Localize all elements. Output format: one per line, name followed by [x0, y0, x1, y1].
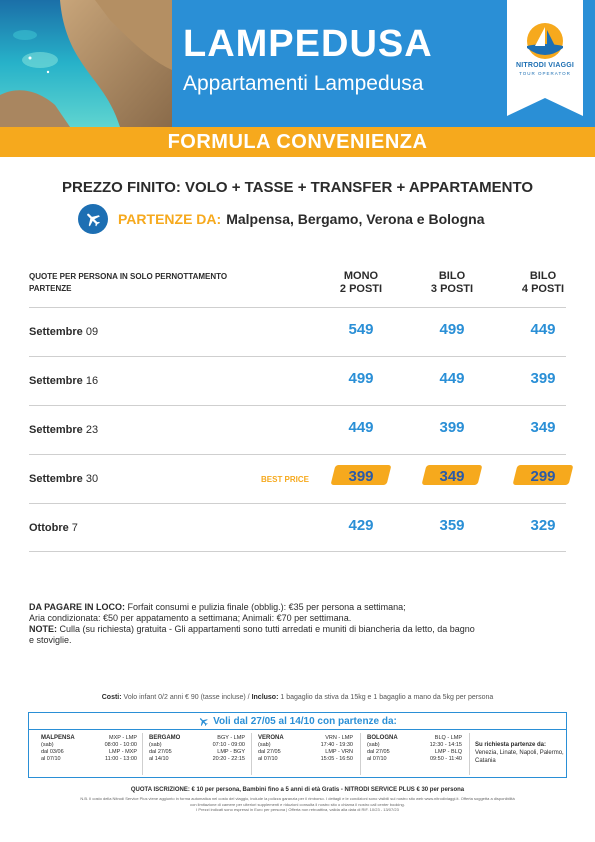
row-date: Settembre 23	[29, 424, 99, 436]
price-bilo-4: 399	[530, 370, 556, 387]
row-date: Settembre 16	[29, 375, 99, 387]
price-mono: 399	[348, 468, 374, 485]
header: LAMPEDUSA Appartamenti Lampedusa NITRODI…	[0, 0, 595, 127]
registration-fee: QUOTA ISCRIZIONE: € 10 per persona, Bamb…	[130, 787, 465, 793]
times-verona: VRN - LMP 17:40 - 19:30 LMP - VRN 15:05 …	[320, 735, 353, 762]
lampedusa-photo	[0, 0, 172, 127]
times-bologna: BLQ - LMP 12:30 - 14:15 LMP - BLQ 09:50 …	[429, 735, 462, 762]
price-bilo-4: 329	[530, 517, 556, 534]
price-mono: 549	[348, 321, 374, 338]
column-header-bilo-3: BILO 3 POSTI	[430, 270, 474, 295]
sailboat-sun-icon	[527, 23, 563, 59]
table-row: Settembre 16 499 449 399	[29, 356, 566, 405]
row-date: Ottobre 7	[29, 522, 78, 534]
table-row: Settembre 23 449 399 349	[29, 405, 566, 454]
airport-bergamo: BERGAMO (sab) dal 27/05 al 14/10	[149, 735, 181, 762]
logo[interactable]: NITRODI VIAGGI TOUR OPERATOR	[507, 0, 583, 116]
costs-line: Costi: Volo infant 0/2 anni € 90 (tasse …	[101, 694, 494, 701]
best-price-label: BEST PRICE	[261, 475, 310, 484]
price-bilo-3: 359	[439, 517, 465, 534]
flights-box: Voli dal 27/05 al 14/10 con partenze da:…	[28, 712, 567, 778]
airport-malpensa: MALPENSA (sab) dal 03/06 al 07/10	[41, 735, 75, 762]
table-row: Settembre 09 549 499 449	[29, 307, 566, 356]
local-fees-notes: DA PAGARE IN LOCO: Forfait consumi e pul…	[29, 602, 475, 645]
column-header-bilo-4: BILO 4 POSTI	[521, 270, 565, 295]
on-request-departures: Su richiesta partenze da: Venezia, Linat…	[475, 742, 564, 764]
flights-header: Voli dal 27/05 al 14/10 con partenze da:	[29, 713, 566, 730]
row-date: Settembre 09	[29, 326, 99, 338]
column-header-mono: MONO 2 POSTI	[339, 270, 383, 295]
airport-bologna: BOLOGNA (sab) dal 27/05 al 07/10	[367, 735, 398, 762]
departures-cities: Malpensa, Bergamo, Verona e Bologna	[226, 211, 485, 227]
price-bilo-3: 349	[439, 468, 465, 485]
flights-title: Voli dal 27/05 al 14/10 con partenze da:	[213, 715, 397, 727]
table-header-label: QUOTE PER PERSONA IN SOLO PERNOTTAMENTO …	[29, 272, 228, 293]
price-bilo-3: 499	[439, 321, 465, 338]
price-mono: 449	[348, 419, 374, 436]
table-row-best-price: Settembre 30 BEST PRICE 399 349 299	[29, 454, 574, 503]
price-mono: 499	[348, 370, 374, 387]
departures: PARTENZE DA: Malpensa, Bergamo, Verona e…	[78, 204, 484, 234]
table-row: Ottobre 7 429 359 329	[29, 503, 566, 552]
logo-name: NITRODI VIAGGI	[515, 62, 575, 69]
offer-banner: FORMULA CONVENIENZA	[0, 127, 595, 157]
price-headline: PREZZO FINITO: VOLO + TASSE + TRANSFER +…	[61, 179, 533, 196]
airport-verona: VERONA (sab) dal 27/05 al 07/10	[258, 735, 284, 762]
price-bilo-3: 449	[439, 370, 465, 387]
row-date: Settembre 30	[29, 473, 99, 485]
price-mono: 429	[348, 517, 374, 534]
times-bergamo: BGY - LMP 07:10 - 09:00 LMP - BGY 20:20 …	[212, 735, 245, 762]
price-bilo-4: 349	[530, 419, 556, 436]
page-subtitle: Appartamenti Lampedusa	[183, 72, 424, 95]
departures-label: PARTENZE DA:	[118, 211, 222, 227]
logo-tagline: TOUR OPERATOR	[519, 71, 571, 76]
times-malpensa: MXP - LMP 08:00 - 10:00 LMP - MXP 11:00 …	[104, 735, 137, 762]
page-title: LAMPEDUSA	[183, 23, 433, 65]
price-bilo-3: 399	[439, 419, 465, 436]
price-bilo-4: 299	[530, 468, 556, 485]
price-bilo-4: 449	[530, 321, 556, 338]
plane-icon	[78, 204, 108, 234]
plane-icon	[200, 717, 208, 726]
fine-print: N.B. Il costo della Nitrodi Service Plus…	[80, 796, 515, 812]
